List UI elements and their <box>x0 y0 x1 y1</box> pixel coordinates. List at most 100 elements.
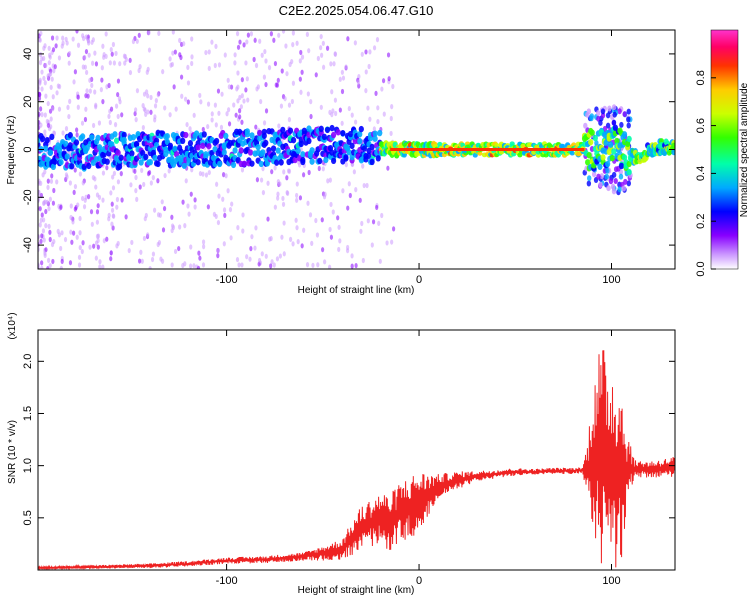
snr-xtick-label: 100 <box>602 575 620 587</box>
spectrogram-noise <box>78 215 82 222</box>
spectrogram-ridge-cell <box>324 126 331 134</box>
spectrogram-noise <box>217 62 222 68</box>
spectrogram-noise <box>76 42 81 48</box>
spectrogram-noise <box>240 93 244 99</box>
spectrogram-noise <box>47 60 51 66</box>
spectrogram-ridge-cell <box>249 132 255 139</box>
spectrogram-noise <box>333 97 338 103</box>
spectrogram-ridge-cell <box>241 160 247 167</box>
colorbar-label: Normalized spectral amplitude <box>739 82 750 217</box>
spectrogram-ridge-cell <box>330 131 337 139</box>
spectrogram-noise <box>225 111 229 117</box>
spectrogram-noise <box>238 108 242 114</box>
spectrogram-noise <box>228 206 233 213</box>
spectrogram-noise <box>81 240 85 246</box>
spectrogram-noise <box>109 46 113 53</box>
spectrogram-noise <box>131 38 136 45</box>
spectrogram-noise <box>268 236 272 242</box>
spectrogram-noise <box>186 99 190 105</box>
spectrogram-noise <box>240 77 244 83</box>
spectrogram-noise <box>263 48 267 55</box>
spectrogram-noise <box>60 258 64 264</box>
spectrogram-noise <box>40 69 44 75</box>
spectrogram-noise <box>38 95 42 101</box>
spectrogram-noise <box>90 221 94 227</box>
spectrogram-ridge-cell <box>671 148 675 156</box>
spectrogram-noise <box>169 62 173 68</box>
spectrogram-noise <box>364 69 368 75</box>
spectrogram-noise <box>129 182 133 188</box>
spectrogram-noise <box>350 112 354 118</box>
spectrogram-noise <box>227 84 231 90</box>
spectrogram-noise <box>276 77 280 83</box>
spectrogram-scatter <box>617 186 622 193</box>
spectrogram-ridge-cell <box>621 131 628 138</box>
spectrogram-scatter <box>585 111 590 118</box>
spectrogram-noise <box>146 109 150 115</box>
spectrogram-noise <box>285 175 289 181</box>
spectrogram-noise <box>186 64 190 71</box>
spectrogram-noise <box>299 49 303 56</box>
spectrogram-ridge-cell <box>585 159 591 166</box>
spectrogram-noise <box>137 32 141 38</box>
spectrogram-noise <box>75 234 79 240</box>
spectrogram-noise <box>114 50 118 57</box>
spectrogram-noise <box>168 112 172 118</box>
spectrogram-noise <box>255 177 260 183</box>
spectrogram-noise <box>284 43 288 49</box>
spectrogram-noise <box>118 61 122 67</box>
spectrogram-noise <box>287 117 292 123</box>
spectrogram-ridge-cell <box>309 158 315 165</box>
spectrogram-noise <box>328 177 332 183</box>
spectrogram-noise <box>147 47 152 53</box>
colorbar: 0.0 0.2 0.4 0.6 0.8 Normalized spectral ampl… <box>695 29 750 277</box>
spectrogram-noise <box>43 112 47 118</box>
spectrogram-noise <box>150 256 155 263</box>
spectrogram-noise <box>350 253 354 259</box>
spectrogram-noise <box>273 60 278 67</box>
spectrogram-scatter <box>598 181 603 188</box>
spectrogram-ridge-cell <box>292 156 298 164</box>
spectrogram-noise <box>222 207 227 213</box>
spectrogram-noise <box>146 171 151 177</box>
spectrogram-noise <box>201 126 205 133</box>
spectrogram-noise <box>221 196 225 202</box>
spectrogram-ridge-cell <box>261 132 267 139</box>
spectrogram-ridge-cell <box>50 163 56 171</box>
spectrogram-ridge-cell <box>206 142 212 150</box>
spectrogram-ridge-cell <box>63 140 69 148</box>
spectrogram-noise <box>238 114 242 120</box>
spectrogram-ridge-cell <box>372 130 378 137</box>
spectrogram-noise <box>116 240 120 247</box>
spectrogram-ridge-cell <box>671 142 675 150</box>
spectrogram-ridge-cell <box>118 154 124 161</box>
spectrogram-noise <box>235 256 240 263</box>
spectrogram-noise <box>281 195 285 202</box>
spectrogram-noise <box>325 45 330 51</box>
spectrogram-noise <box>321 247 325 253</box>
spectrogram-noise <box>104 31 108 37</box>
spectrogram-scatter <box>595 110 601 117</box>
spectrogram-noise <box>76 202 80 208</box>
spectrogram-noise <box>135 88 140 94</box>
spectrogram-ridge-cell <box>625 140 631 148</box>
spectrogram-noise <box>210 117 214 123</box>
spectrogram-ytick-label: -20 <box>22 189 34 205</box>
spectrogram-ridge-cell <box>626 160 632 168</box>
spectrogram-noise <box>319 33 323 40</box>
spectrogram-noise <box>301 172 306 178</box>
spectrogram-noise <box>110 207 115 213</box>
spectrogram-ridge-cell <box>358 125 364 133</box>
spectrogram-noise <box>124 214 128 220</box>
spectrogram-noise <box>69 229 73 235</box>
spectrogram-ytick-label: 0 <box>22 146 34 152</box>
spectrogram-noise <box>69 214 73 221</box>
spectrogram-noise <box>98 264 102 269</box>
spectrogram-noise <box>266 180 270 186</box>
spectrogram-ridge-cell <box>592 134 598 142</box>
spectrogram-ridge-cell <box>618 162 625 170</box>
spectrogram-noise <box>253 245 257 251</box>
spectrogram-noise <box>285 71 289 77</box>
spectrogram-noise <box>48 108 53 114</box>
